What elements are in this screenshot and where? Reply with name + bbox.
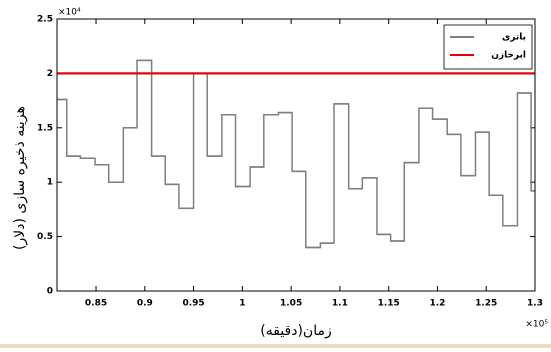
legend-box <box>443 24 533 70</box>
x-tick-label: 1.15 <box>378 299 400 309</box>
x-tick-label: 0.85 <box>85 299 107 309</box>
x-tick-label: 0.95 <box>182 299 204 309</box>
legend-label: ابرخازن <box>491 51 526 61</box>
plot-frame <box>56 18 536 292</box>
x-tick-label: 1.3 <box>527 299 543 309</box>
x-exponent: ×10⁵ <box>525 320 548 330</box>
x-tick-label: 1.05 <box>280 299 302 309</box>
y-tick-label: 0 <box>47 287 53 297</box>
y-tick-label: 2.5 <box>37 15 53 25</box>
y-tick-label: 1.5 <box>37 123 53 133</box>
y-exponent: ×10⁴ <box>58 8 81 18</box>
y-tick-label: 1 <box>47 178 53 188</box>
x-axis-label: زمان(دقیقه) <box>260 323 331 339</box>
x-tick-label: 0.9 <box>137 299 153 309</box>
legend-label: باتری <box>502 33 526 43</box>
x-tick-label: 1.2 <box>429 299 445 309</box>
y-axis-label: هزینه ذخیره سازی (دلار) <box>12 106 28 250</box>
x-tick-label: 1.25 <box>475 299 497 309</box>
y-tick-label: 2 <box>47 69 53 79</box>
x-tick-label: 1.1 <box>332 299 348 309</box>
x-tick-label: 1 <box>239 299 245 309</box>
y-tick-label: 0.5 <box>37 232 53 242</box>
